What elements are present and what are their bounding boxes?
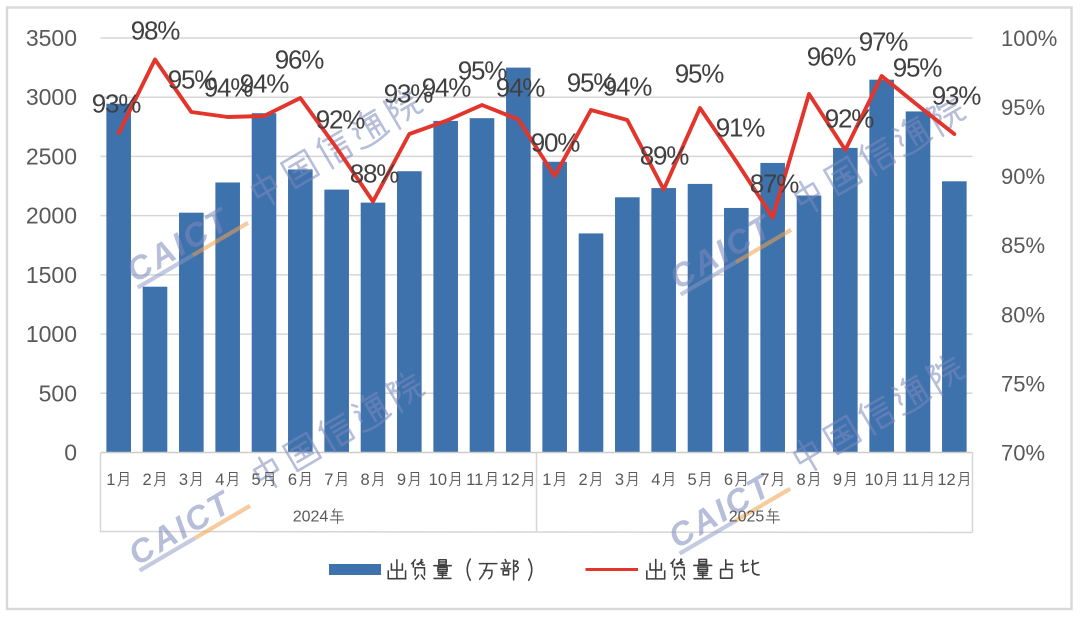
svg-text:95%: 95%	[567, 68, 617, 98]
svg-text:80%: 80%	[1001, 302, 1045, 327]
svg-text:2: 2	[579, 471, 588, 489]
svg-text:92%: 92%	[825, 104, 875, 134]
svg-text:95%: 95%	[893, 53, 943, 83]
svg-text:0: 0	[64, 440, 77, 466]
svg-text:8: 8	[361, 471, 370, 489]
svg-text:9: 9	[397, 471, 406, 489]
svg-text:2500: 2500	[26, 143, 77, 169]
svg-text:7: 7	[760, 471, 769, 489]
svg-text:4: 4	[651, 471, 660, 489]
svg-text:12: 12	[501, 471, 519, 489]
svg-text:9: 9	[833, 471, 842, 489]
svg-text:6: 6	[724, 471, 733, 489]
svg-text:97%: 97%	[859, 27, 909, 57]
svg-text:6: 6	[288, 471, 297, 489]
svg-text:95%: 95%	[458, 56, 508, 86]
svg-text:100%: 100%	[1001, 26, 1057, 51]
svg-text:89%: 89%	[640, 141, 690, 171]
svg-text:95%: 95%	[1001, 95, 1045, 120]
svg-text:3500: 3500	[26, 25, 77, 51]
svg-text:96%: 96%	[275, 45, 325, 75]
svg-text:85%: 85%	[1001, 233, 1045, 258]
svg-text:2000: 2000	[26, 203, 77, 229]
svg-text:95%: 95%	[168, 65, 218, 95]
svg-text:93%: 93%	[92, 89, 142, 119]
svg-text:1000: 1000	[26, 321, 77, 347]
svg-text:12: 12	[937, 471, 955, 489]
svg-text:93%: 93%	[384, 79, 434, 109]
svg-text:11: 11	[466, 471, 483, 489]
svg-text:10: 10	[429, 471, 447, 489]
svg-text:2025: 2025	[729, 509, 765, 526]
svg-text:1500: 1500	[26, 262, 77, 288]
svg-text:11: 11	[902, 471, 919, 489]
svg-text:3: 3	[179, 471, 188, 489]
svg-text:94%: 94%	[240, 69, 290, 99]
svg-text:1: 1	[106, 471, 115, 489]
svg-text:7: 7	[324, 471, 333, 489]
svg-text:5: 5	[688, 471, 697, 489]
svg-text:88%: 88%	[350, 159, 400, 189]
svg-text:94%: 94%	[603, 72, 653, 102]
svg-text:90%: 90%	[1001, 164, 1045, 189]
svg-text:3000: 3000	[26, 84, 77, 110]
svg-text:94%: 94%	[422, 73, 472, 103]
svg-text:500: 500	[39, 380, 77, 406]
svg-text:4: 4	[215, 471, 224, 489]
svg-text:2: 2	[143, 471, 152, 489]
svg-text:94%: 94%	[204, 73, 254, 103]
svg-text:93%: 93%	[932, 81, 982, 111]
svg-text:5: 5	[252, 471, 261, 489]
svg-text:10: 10	[865, 471, 883, 489]
svg-text:94%: 94%	[496, 73, 546, 103]
svg-text:75%: 75%	[1001, 371, 1045, 396]
svg-text:92%: 92%	[316, 105, 366, 135]
svg-text:96%: 96%	[807, 42, 857, 72]
svg-text:91%: 91%	[716, 113, 766, 143]
svg-text:3: 3	[615, 471, 624, 489]
svg-text:98%: 98%	[131, 16, 181, 46]
svg-text:8: 8	[797, 471, 806, 489]
svg-text:90%: 90%	[531, 128, 581, 158]
svg-text:70%: 70%	[1001, 441, 1045, 466]
svg-text:95%: 95%	[675, 59, 725, 89]
svg-text:87%: 87%	[750, 169, 800, 199]
svg-text:1: 1	[542, 471, 551, 489]
svg-text:2024: 2024	[293, 509, 329, 526]
